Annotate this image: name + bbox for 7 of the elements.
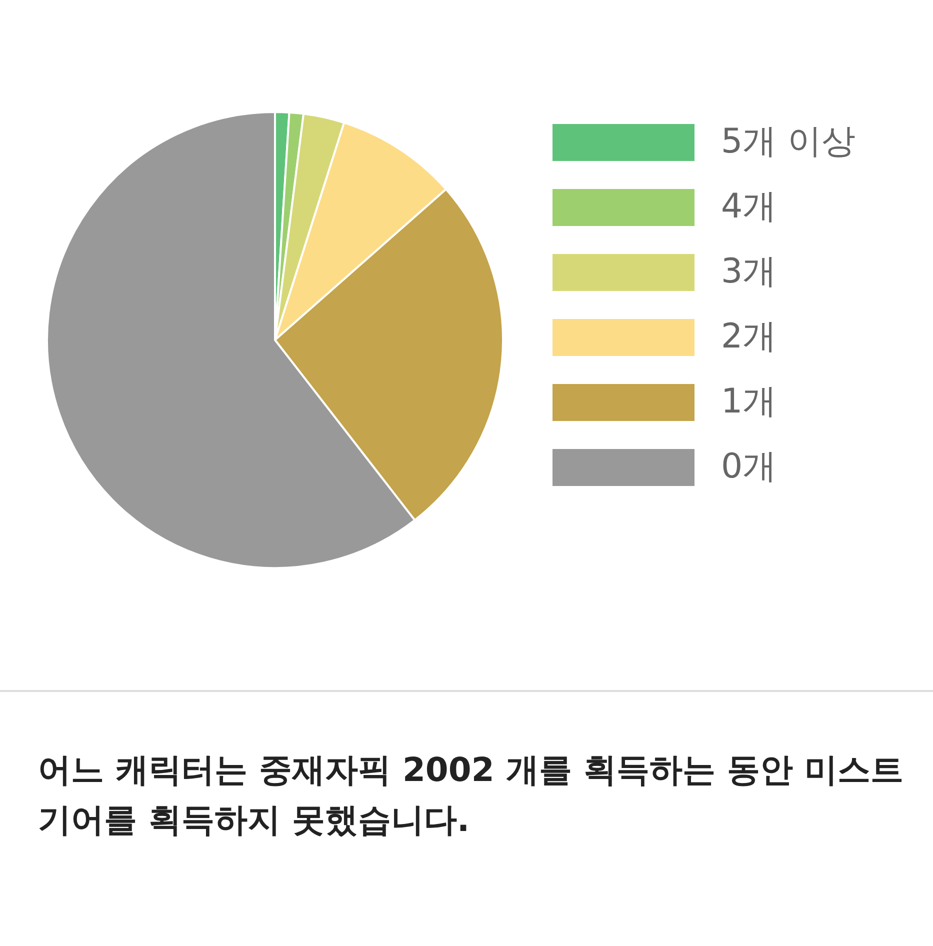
legend-label: 3개 [721,252,777,292]
text: 어느 캐릭터는 중재자픽 2002 개를 획득하는 동안 미스트기어를 획득하지 못했습니다. [38,749,904,840]
legend-label: 4개 [721,186,777,226]
legend-label: 1개 [721,382,777,422]
legend-label: 2개 [721,316,777,356]
legend-label: 5개 이상 [721,122,856,162]
legend-label: 0개 [721,446,777,486]
